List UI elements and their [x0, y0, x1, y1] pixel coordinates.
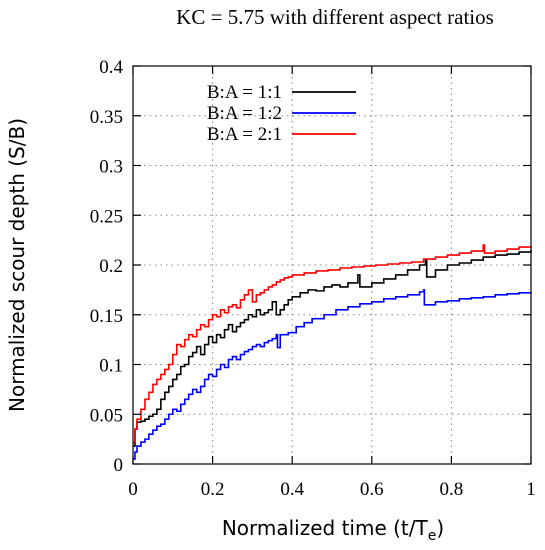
- y-axis-label: Normalized scour depth (S/B): [5, 118, 29, 412]
- legend-label-1: B:A = 1:1: [207, 82, 282, 103]
- y-tick-label: 0.4: [99, 57, 123, 78]
- y-tick-label: 0.2: [99, 256, 123, 277]
- x-tick-label: 0.8: [440, 479, 464, 500]
- y-tick-label: 0.25: [90, 206, 123, 227]
- y-tick-label: 0: [114, 455, 124, 476]
- grid-lines: [133, 66, 531, 464]
- y-tick-label: 0.05: [90, 405, 123, 426]
- y-tick-label: 0.35: [90, 107, 123, 128]
- series-line-2: [133, 289, 532, 460]
- series-line-3: [133, 244, 532, 443]
- series-line-1: [133, 250, 532, 447]
- x-axis-label-subscript: e: [428, 528, 437, 544]
- legend-label-2: B:A = 1:2: [207, 103, 282, 124]
- y-tick-label: 0.15: [90, 306, 123, 327]
- x-axis-label-main: Normalized time (t/T: [222, 516, 429, 540]
- y-tick-label: 0.3: [99, 157, 123, 178]
- x-tick-label: 0.6: [360, 479, 384, 500]
- y-tick-label: 0.1: [99, 356, 123, 377]
- x-axis-label-close: ): [436, 516, 444, 540]
- chart-title: KC = 5.75 with different aspect ratios: [176, 5, 494, 29]
- x-tick-label: 0.4: [280, 479, 304, 500]
- x-axis-label: Normalized time (t/Te): [222, 516, 444, 544]
- x-tick-label: 1: [526, 479, 536, 500]
- legend: B:A = 1:1B:A = 1:2B:A = 2:1: [207, 82, 356, 145]
- series-lines: [133, 244, 532, 460]
- legend-label-3: B:A = 2:1: [207, 124, 282, 145]
- x-tick-label: 0: [128, 479, 138, 500]
- x-tick-label: 0.2: [201, 479, 225, 500]
- axis-ticks: 0 0.05 0.1 0.15 0.2 0.25 0.3 0.35 0.4 0 0.2 0.4 0.6 0…: [90, 57, 536, 500]
